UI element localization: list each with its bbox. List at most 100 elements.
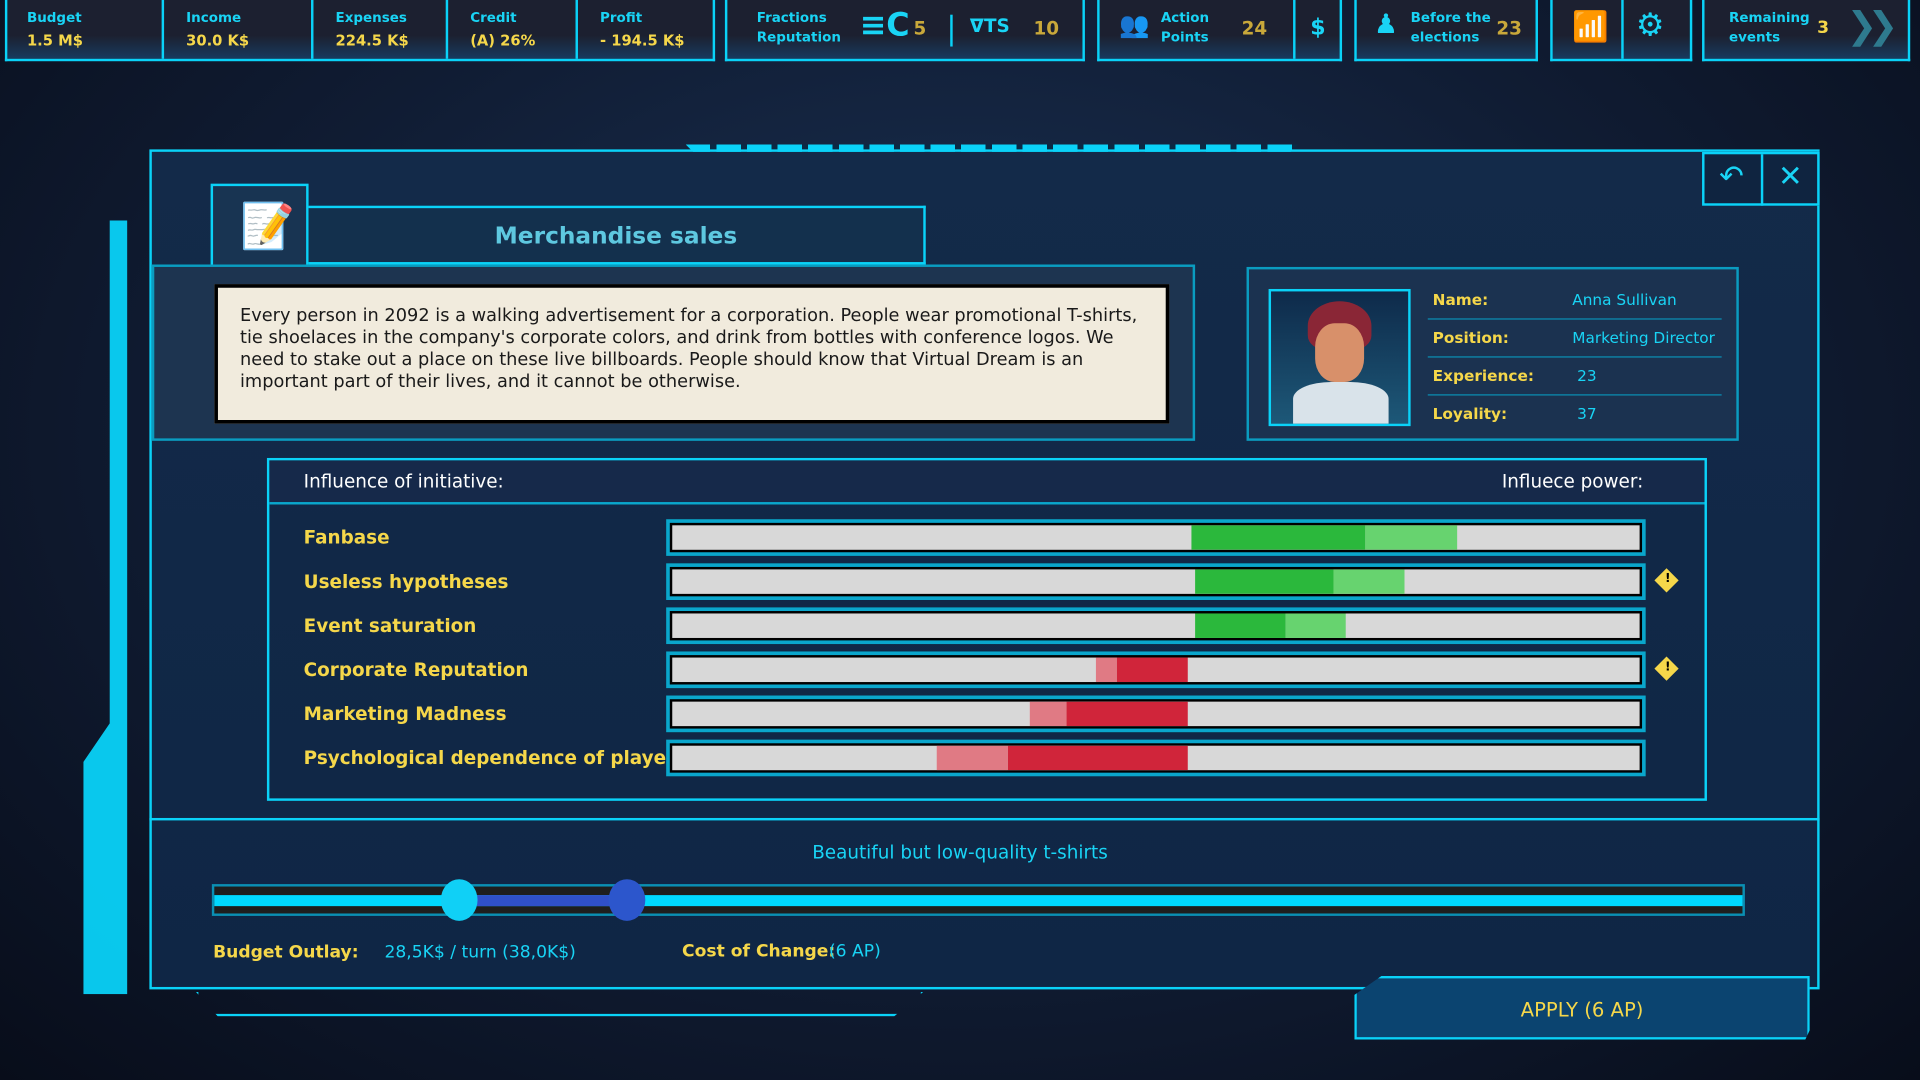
remaining-events[interactable]: Remaining events 3 ❯❯ [1702,0,1911,62]
document-icon-frame: 📝 [210,183,309,275]
influence-weak-segment [1030,701,1067,727]
tools-group: 📶 ⚙ [1550,0,1693,62]
portrait-body [1293,382,1389,424]
divider [1293,0,1296,59]
faction-c-logo-icon: ≡C [859,7,910,45]
stat-label: Income [186,9,242,26]
character-card: Name: Anna Sullivan Position: Marketing Dir… [1246,266,1739,441]
character-portrait [1268,288,1411,427]
remaining-label-1: Remaining [1728,9,1810,26]
close-icon[interactable]: ✕ [1777,159,1803,194]
field-label: Experience: [1432,366,1534,385]
influence-bar [666,651,1646,689]
stat-label: Expenses [335,9,407,26]
influence-weak-segment [1332,569,1405,594]
character-field: Position: Marketing Director [1427,322,1722,358]
elections-value: 23 [1496,17,1522,40]
stat-value: 1.5 M$ [26,31,83,49]
field-value: 37 [1577,404,1597,423]
warning-symbol: ! [1665,660,1671,675]
influence-bar [666,695,1646,733]
slider-change-range [458,895,627,907]
influence-strong-segment [1194,569,1333,594]
fractions-label-2: Reputation [756,29,841,46]
slider-current-handle[interactable] [440,879,478,921]
elections-countdown: ♟ Before the elections 23 [1354,0,1538,62]
stat-income: Income 30.0 K$ [164,0,314,59]
ap-label-1: Action [1160,9,1210,26]
cost-label: Cost of Change: [682,941,836,962]
cost-value: (6 AP) [828,941,881,962]
slider-selected-handle[interactable] [608,879,646,921]
field-value: Anna Sullivan [1572,290,1677,309]
stat-value: 30.0 K$ [186,31,250,49]
influence-label: Fanbase [303,526,390,549]
influence-header: Influence of initiative: Influece power: [269,460,1705,505]
action-points[interactable]: 👥 Action Points 24 $ [1097,0,1343,62]
influence-weak-segment [1365,525,1458,550]
dialog-title: Merchandise sales [494,222,738,250]
settings-gear-wrench-icon[interactable]: ⚙ [1635,7,1665,45]
stat-credit: Credit (A) 26% [448,0,578,59]
stat-value: (A) 26% [470,31,536,49]
divider [1621,0,1624,59]
faction-gts-logo-icon: ᐁTS [969,14,1010,37]
fractions-reputation[interactable]: Fractions Reputation ≡C 5 ᐁTS 10 [724,0,1085,62]
influence-label: Useless hypotheses [303,570,509,593]
divider [149,817,1820,821]
influence-header-right: Influece power: [1501,470,1644,493]
fractions-label-1: Fractions [756,9,827,26]
character-field: Loyality: 37 [1428,398,1722,432]
divider [1760,154,1764,206]
dialog-controls: ↶ ✕ [1702,151,1820,206]
influence-label: Marketing Madness [303,702,507,725]
influence-bar [666,607,1646,645]
influence-label: Corporate Reputation [303,658,529,681]
character-field: Experience: 23 [1427,360,1722,396]
document-edit-icon: 📝 [240,202,295,253]
influence-panel: Influence of initiative: Influece power: [266,457,1707,801]
influence-strong-segment [1194,613,1286,638]
description-text: Every person in 2092 is a walking advert… [214,284,1170,424]
faction2-value: 10 [1033,17,1060,40]
influence-strong-segment [1007,745,1188,771]
finance-bar [4,0,716,62]
influence-bar [666,519,1646,556]
field-label: Name: [1432,290,1489,309]
apply-label: APPLY (6 AP) [1520,997,1644,1022]
influence-weak-segment [1095,657,1118,683]
decorative-frame [195,991,924,1017]
field-label: Position: [1432,328,1509,347]
budget-outlay-label: Budget Outlay: [213,942,359,963]
influence-bar [666,739,1646,777]
faction1-value: 5 [913,17,927,40]
stat-label: Credit [470,9,517,26]
divider [950,14,953,47]
statistics-chart-icon[interactable]: 📶 [1572,9,1609,45]
stat-value: - 194.5 K$ [600,31,685,49]
elections-label-1: Before the [1410,9,1491,26]
stat-label: Budget [26,9,82,26]
undo-icon[interactable]: ↶ [1719,159,1744,194]
remaining-label-2: events [1728,29,1781,46]
apply-button[interactable]: APPLY (6 AP) [1354,975,1810,1040]
warning-symbol: ! [1665,572,1671,586]
budget-outlay-value: 28,5K$ / turn (38,0K$) [384,942,576,963]
influence-strong-segment [1191,525,1366,550]
portrait-face [1315,323,1365,383]
slider-track [214,895,1743,907]
budget-slider[interactable] [211,879,1745,921]
stat-profit: Profit - 194.5 K$ [578,0,715,59]
next-turn-chevrons-icon[interactable]: ❯❯ [1846,4,1899,48]
decorative-frame [83,220,128,995]
character-field: Name: Anna Sullivan [1427,284,1722,320]
influence-header-left: Influence of initiative: [303,470,504,493]
elections-label-2: elections [1410,29,1480,46]
field-value: Marketing Director [1572,328,1715,347]
stat-label: Profit [600,9,643,26]
influence-bar [666,563,1646,601]
influence-label: Event saturation [303,614,477,637]
dollar-icon[interactable]: $ [1310,14,1326,41]
ap-label-2: Points [1160,29,1209,46]
